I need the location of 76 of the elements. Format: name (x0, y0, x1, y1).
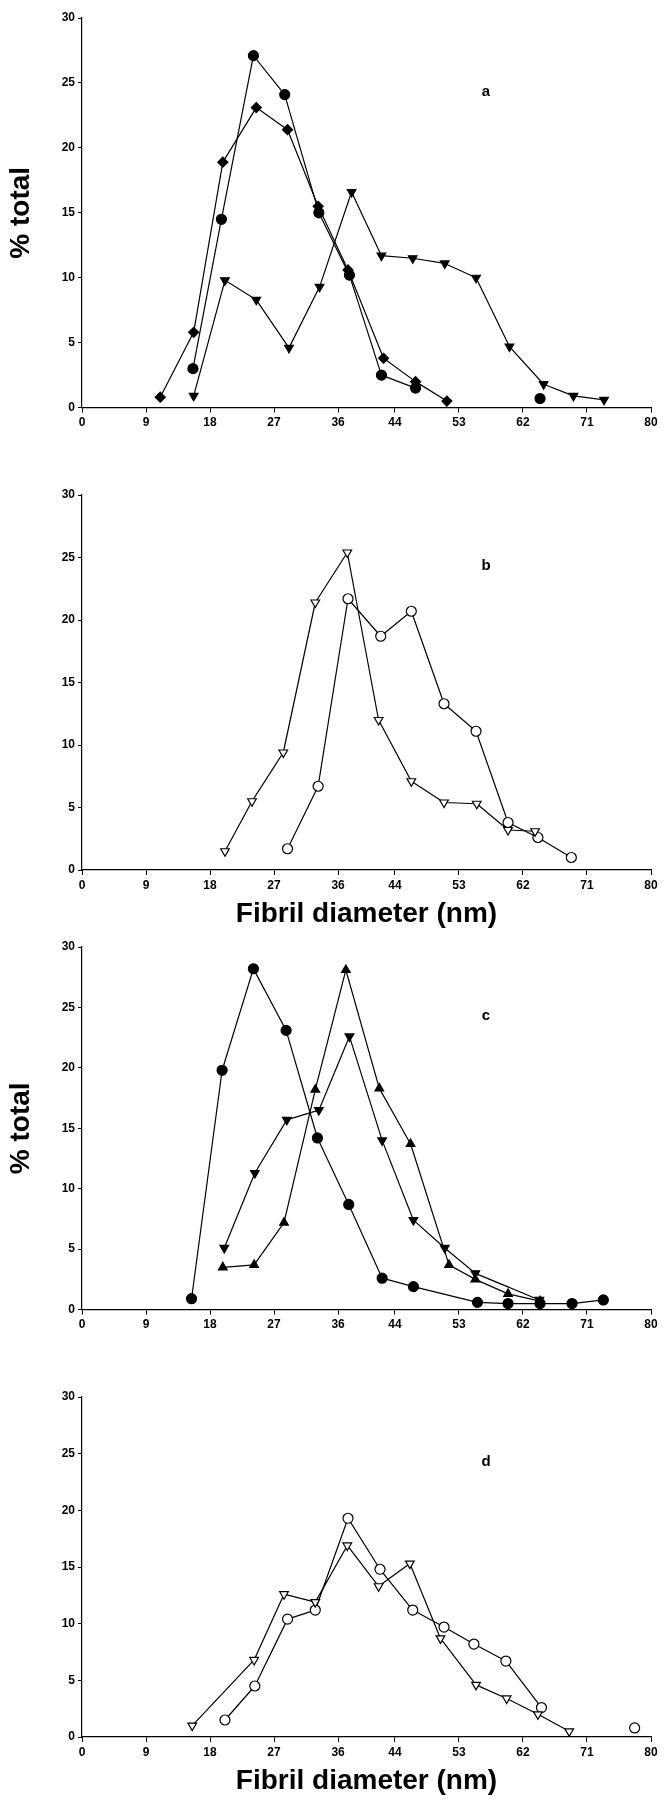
x-tick-label: 27 (267, 877, 282, 892)
y-tick-label: 0 (68, 399, 76, 414)
y-tick-label: 30 (61, 10, 76, 25)
x-tick-label: 44 (388, 1317, 402, 1332)
y-tick-label: 15 (61, 205, 76, 220)
x-tick-label: 9 (142, 1317, 150, 1332)
x-tick-label: 18 (203, 415, 218, 430)
y-tick-label: 10 (61, 270, 76, 285)
y-tick-label: 20 (61, 140, 76, 155)
x-tick-label: 36 (331, 1317, 346, 1332)
x-tick-label: 44 (388, 1744, 402, 1759)
x-tick-label: 53 (452, 1317, 466, 1332)
y-tick-label: 0 (68, 1301, 76, 1316)
y-axis-title: % total (3, 1082, 35, 1175)
y-tick-label: 20 (61, 1060, 76, 1075)
x-tick-label: 18 (203, 877, 218, 892)
x-tick-label: 80 (644, 415, 658, 430)
y-tick-label: 25 (61, 549, 76, 564)
x-tick-label: 27 (267, 1317, 282, 1332)
x-tick-label: 71 (580, 1317, 594, 1332)
x-tick-label: 9 (142, 877, 150, 892)
x-tick-label: 44 (388, 877, 402, 892)
x-tick-label: 62 (516, 1744, 530, 1759)
x-axis-title: Fibril diameter (nm) (235, 896, 498, 928)
y-tick-label: 30 (61, 487, 76, 502)
annotation: d (481, 1451, 491, 1469)
y-tick-label: 10 (61, 1615, 76, 1630)
y-tick-label: 5 (68, 1241, 76, 1256)
x-tick-label: 0 (78, 1317, 86, 1332)
x-tick-label: 71 (580, 415, 594, 430)
x-tick-label: 71 (580, 1744, 594, 1759)
x-tick-label: 80 (644, 1317, 658, 1332)
x-tick-label: 62 (516, 1317, 530, 1332)
y-tick-label: 5 (68, 1672, 76, 1687)
x-tick-label: 27 (267, 1744, 282, 1759)
annotation: c (481, 1006, 491, 1024)
y-tick-label: 0 (68, 862, 76, 877)
x-tick-label: 0 (78, 415, 86, 430)
y-tick-label: 25 (61, 999, 76, 1014)
x-tick-label: 53 (452, 415, 466, 430)
x-tick-label: 18 (203, 1317, 218, 1332)
y-tick-label: 10 (61, 1181, 76, 1196)
x-tick-label: 53 (452, 877, 466, 892)
y-tick-label: 10 (61, 737, 76, 752)
x-tick-label: 27 (267, 415, 282, 430)
x-tick-label: 0 (78, 877, 86, 892)
y-tick-label: 15 (61, 1120, 76, 1135)
y-tick-label: 20 (61, 1502, 76, 1517)
y-tick-label: 20 (61, 612, 76, 627)
x-tick-label: 9 (142, 415, 150, 430)
x-axis-title: Fibril diameter (nm) (235, 1763, 498, 1795)
x-tick-label: 36 (331, 415, 346, 430)
y-tick-label: 5 (68, 799, 76, 814)
x-tick-label: 44 (388, 415, 402, 430)
y-tick-label: 0 (68, 1729, 76, 1744)
x-tick-label: 53 (452, 1744, 466, 1759)
x-tick-label: 0 (78, 1744, 86, 1759)
x-tick-label: 80 (644, 1744, 658, 1759)
y-tick-label: 15 (61, 1559, 76, 1574)
y-tick-label: 25 (61, 1445, 76, 1460)
y-tick-label: 15 (61, 674, 76, 689)
x-tick-label: 36 (331, 1744, 346, 1759)
y-tick-label: 5 (68, 334, 76, 349)
x-tick-label: 18 (203, 1744, 218, 1759)
y-tick-label: 30 (61, 939, 76, 954)
x-tick-label: 9 (142, 1744, 150, 1759)
y-tick-label: 25 (61, 75, 76, 90)
x-tick-label: 80 (644, 877, 658, 892)
x-tick-label: 36 (331, 877, 346, 892)
y-tick-label: 30 (61, 1389, 76, 1404)
x-tick-label: 62 (516, 415, 530, 430)
annotation: b (481, 556, 491, 574)
y-axis-title: % total (3, 166, 35, 259)
annotation: a (481, 82, 491, 100)
x-tick-label: 62 (516, 877, 530, 892)
x-tick-label: 71 (580, 877, 594, 892)
